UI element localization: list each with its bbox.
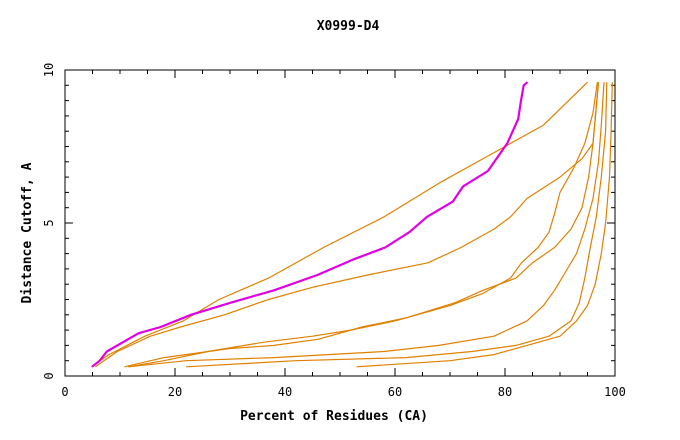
- y-axis-label: Distance Cutoff, A: [20, 162, 35, 303]
- y-tick-label: 10: [42, 63, 56, 77]
- y-tick-label: 5: [42, 219, 56, 226]
- series-line: [185, 82, 608, 368]
- series-line: [94, 82, 600, 368]
- x-tick-label: 60: [388, 385, 402, 399]
- axes: 0 20 40 60 80 100 0 5 10: [42, 63, 626, 399]
- series-line: [128, 82, 605, 368]
- x-tick-label: 0: [61, 385, 68, 399]
- series-layer: [91, 81, 613, 368]
- chart-title: X0999-D4: [317, 19, 380, 34]
- series-line: [124, 82, 600, 368]
- x-tick-label: 20: [168, 385, 182, 399]
- series-line: [128, 82, 598, 368]
- x-tick-label: 100: [604, 385, 626, 399]
- series-line: [91, 81, 588, 368]
- y-tick-label: 0: [42, 372, 56, 379]
- series-line: [356, 82, 613, 368]
- series-line-highlight: [91, 81, 529, 368]
- x-axis-label: Percent of Residues (CA): [240, 409, 428, 424]
- x-tick-label: 80: [498, 385, 512, 399]
- x-tick-label: 40: [278, 385, 292, 399]
